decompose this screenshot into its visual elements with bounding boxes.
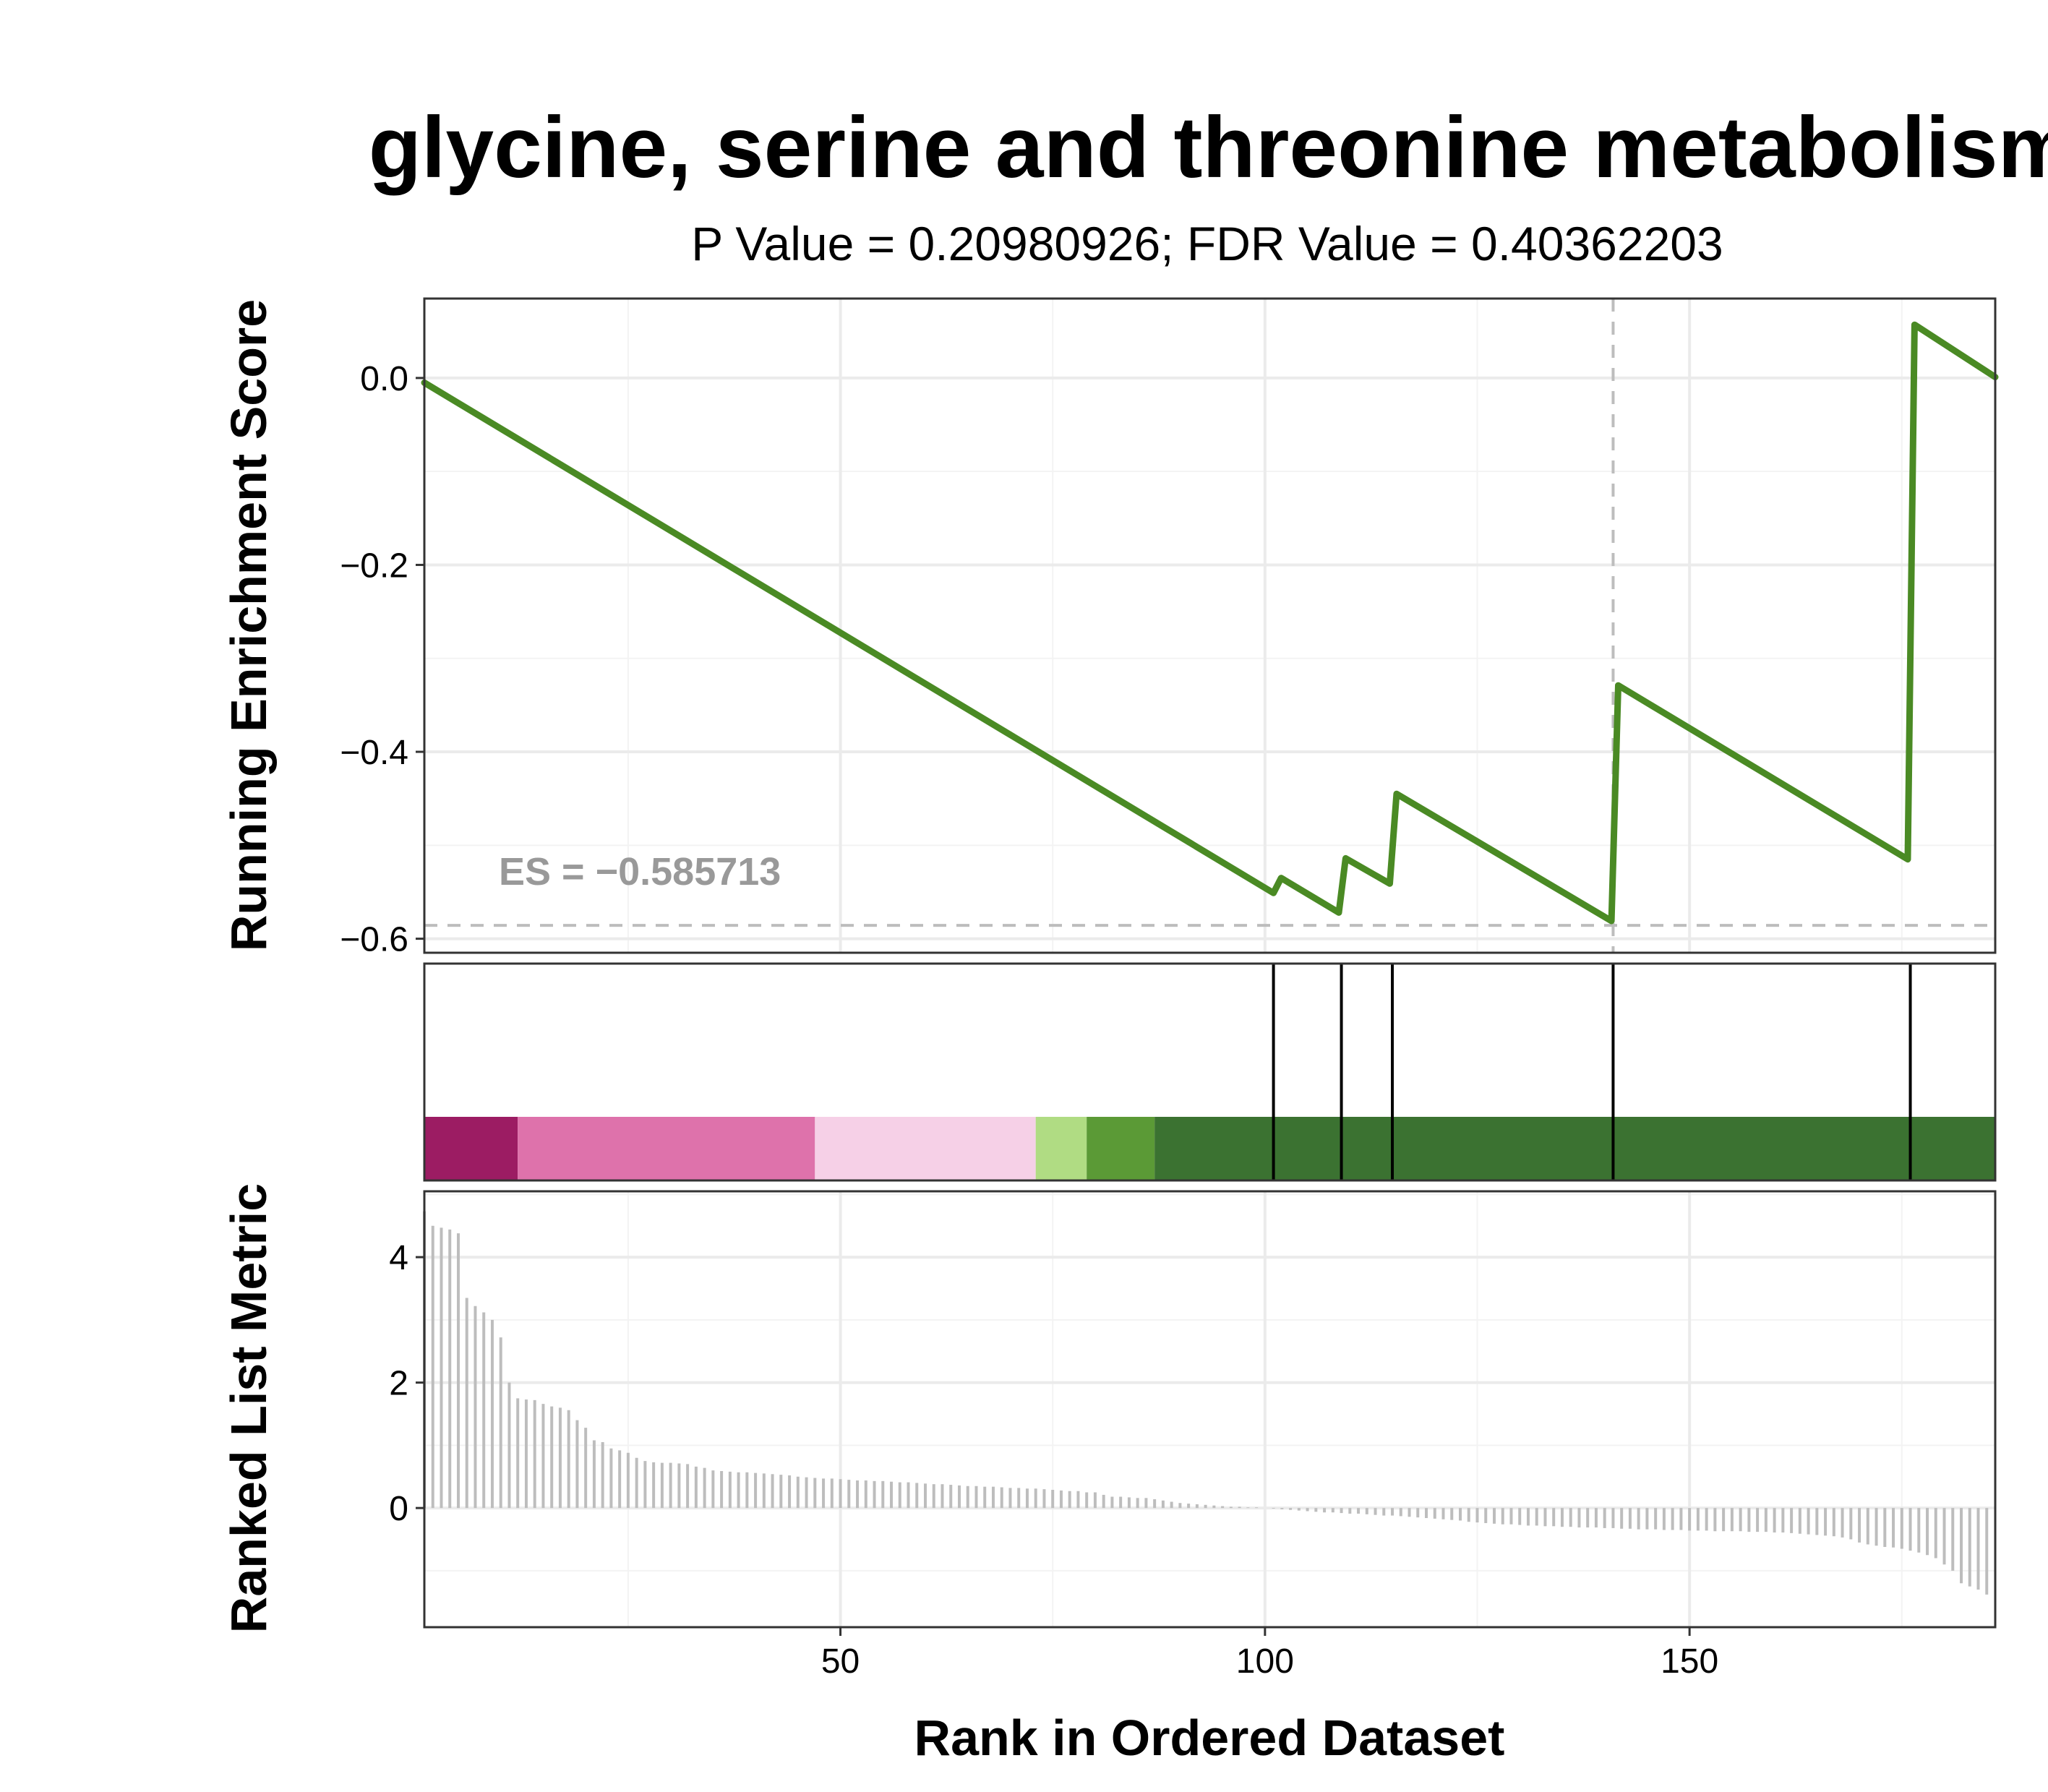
chart-subtitle: P Value = 0.20980926; FDR Value = 0.4036… xyxy=(691,217,1723,270)
metric-bars xyxy=(423,1211,1989,1595)
color-bar-segment xyxy=(518,1117,815,1180)
metric-panel-border xyxy=(423,1190,1997,1629)
color-bar-segment xyxy=(1154,1117,1995,1180)
es-y-tick-label: 0.0 xyxy=(360,360,408,398)
ranked-metric-panel: 0 2 4 Ranked List Metric 50 100 150 xyxy=(220,1183,1997,1681)
metric-y-axis-title: Ranked List Metric xyxy=(220,1183,277,1633)
color-bar-segment xyxy=(1087,1117,1155,1180)
x-tick-label: 150 xyxy=(1661,1642,1718,1681)
es-value-label: ES = −0.585713 xyxy=(499,850,781,893)
x-tick-label: 100 xyxy=(1236,1642,1294,1681)
x-axis-title: Rank in Ordered Dataset xyxy=(914,1710,1505,1766)
x-tick-label: 50 xyxy=(821,1642,860,1681)
es-y-axis-title: Running Enrichment Score xyxy=(220,299,277,951)
es-panel-border xyxy=(423,297,1997,954)
metric-y-tick-label: 0 xyxy=(389,1490,408,1528)
es-curve-line xyxy=(421,321,1999,925)
gene-hit-lines xyxy=(1272,964,1912,1180)
color-bar-segment xyxy=(424,1117,518,1180)
es-y-axis: 0.0 −0.2 −0.4 −0.6 xyxy=(340,360,424,959)
metric-y-axis: 0 2 4 xyxy=(389,1239,424,1528)
es-curve xyxy=(421,321,1999,925)
metric-y-tick-label: 4 xyxy=(389,1239,408,1277)
hits-panel-border xyxy=(423,962,1997,1182)
es-y-tick-label: −0.4 xyxy=(340,734,408,772)
color-bar-segment xyxy=(1035,1117,1087,1180)
rank-color-bar xyxy=(424,1117,1995,1180)
chart-title: glycine, serine and threonine metabolism xyxy=(369,99,2048,196)
es-y-tick-label: −0.6 xyxy=(340,921,408,959)
gene-hits-panel xyxy=(423,962,1997,1182)
es-y-tick-label: −0.2 xyxy=(340,546,408,585)
running-es-panel: ES = −0.585713 0.0 −0.2 −0.4 −0.6 Running E… xyxy=(220,297,1999,959)
x-axis: 50 100 150 xyxy=(821,1627,1718,1681)
metric-y-tick-label: 2 xyxy=(389,1365,408,1403)
color-bar-segment xyxy=(815,1117,1036,1180)
